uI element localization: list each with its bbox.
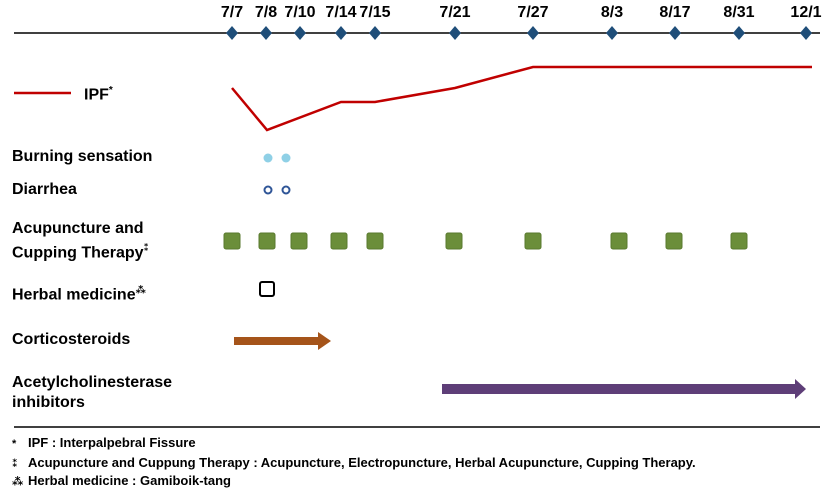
ache-inhibitors-arrow <box>442 379 806 399</box>
acupuncture-sessions <box>223 232 748 250</box>
diarrhea-ring <box>281 185 291 195</box>
footnote-ipf: * IPF : Interpalpebral Fissure <box>12 435 196 450</box>
corticosteroids-arrow <box>234 332 331 350</box>
date-label: 7/10 <box>284 4 316 21</box>
footnote-text: IPF : Interpalpebral Fissure <box>28 435 196 450</box>
acupuncture-label: Acupuncture and Cupping Therapy⁑ <box>12 219 149 263</box>
ipf-label-text: IPF <box>84 86 109 104</box>
acupuncture-square <box>524 232 542 250</box>
date-marker <box>527 26 539 40</box>
acupuncture-label-line2: Cupping Therapy <box>12 244 144 262</box>
acupuncture-square <box>258 232 276 250</box>
acupuncture-square <box>665 232 683 250</box>
burning-dot <box>281 153 291 163</box>
date-label: 7/14 <box>325 4 357 21</box>
acupuncture-square <box>330 232 348 250</box>
timeline-markers <box>226 26 812 40</box>
date-marker <box>733 26 745 40</box>
acupuncture-square <box>290 232 308 250</box>
date-label: 8/3 <box>600 4 624 21</box>
footnote-acupuncture: ⁑ Acupuncture and Cuppung Therapy : Acupu… <box>12 455 696 470</box>
footnote-text: Herbal medicine : Gamiboik-tang <box>28 473 231 488</box>
ache-label-line2: inhibitors <box>12 394 85 411</box>
date-marker <box>369 26 381 40</box>
date-label: 7/15 <box>359 4 391 21</box>
date-label: 7/7 <box>220 4 244 21</box>
date-marker <box>335 26 347 40</box>
acupuncture-label-line1: Acupuncture and <box>12 220 144 237</box>
burning-sensation-label: Burning sensation <box>12 148 153 165</box>
acupuncture-square <box>445 232 463 250</box>
date-marker <box>669 26 681 40</box>
ipf-legend-label: IPF* <box>84 85 113 104</box>
date-marker <box>294 26 306 40</box>
acupuncture-square <box>366 232 384 250</box>
acupuncture-mark: ⁑ <box>143 243 149 254</box>
date-label: 7/8 <box>254 4 278 21</box>
date-marker <box>606 26 618 40</box>
footnote-herbal: ⁂ Herbal medicine : Gamiboik-tang <box>12 473 231 488</box>
corticosteroids-label: Corticosteroids <box>12 331 131 348</box>
date-marker <box>226 26 238 40</box>
ache-inhibitors-label: Acetylcholinesterase inhibitors <box>12 373 172 413</box>
herbal-medicine-square <box>259 281 275 297</box>
footnote-mark: * <box>12 438 17 450</box>
ipf-mark: * <box>108 85 113 96</box>
diarrhea-ring <box>263 185 273 195</box>
date-label: 7/27 <box>517 4 549 21</box>
herbal-label-text: Herbal medicine <box>12 286 136 304</box>
date-marker <box>449 26 461 40</box>
date-label: 8/31 <box>723 4 755 21</box>
ipf-trend-line <box>231 65 812 132</box>
footnote-mark: ⁂ <box>12 476 24 488</box>
burning-dot <box>263 153 273 163</box>
herbal-medicine-label: Herbal medicine⁂ <box>12 281 146 305</box>
footnote-text: Acupuncture and Cuppung Therapy : Acupun… <box>28 455 696 470</box>
date-marker <box>260 26 272 40</box>
date-marker <box>800 26 812 40</box>
date-label: 12/1 <box>790 4 822 21</box>
date-label: 7/21 <box>439 4 471 21</box>
footnote-mark: ⁑ <box>12 458 18 470</box>
diarrhea-label: Diarrhea <box>12 181 77 198</box>
herbal-mark: ⁂ <box>135 285 146 296</box>
acupuncture-square <box>223 232 241 250</box>
acupuncture-square <box>610 232 628 250</box>
ache-label-line1: Acetylcholinesterase <box>12 374 173 391</box>
acupuncture-square <box>730 232 748 250</box>
date-label: 8/17 <box>659 4 691 21</box>
